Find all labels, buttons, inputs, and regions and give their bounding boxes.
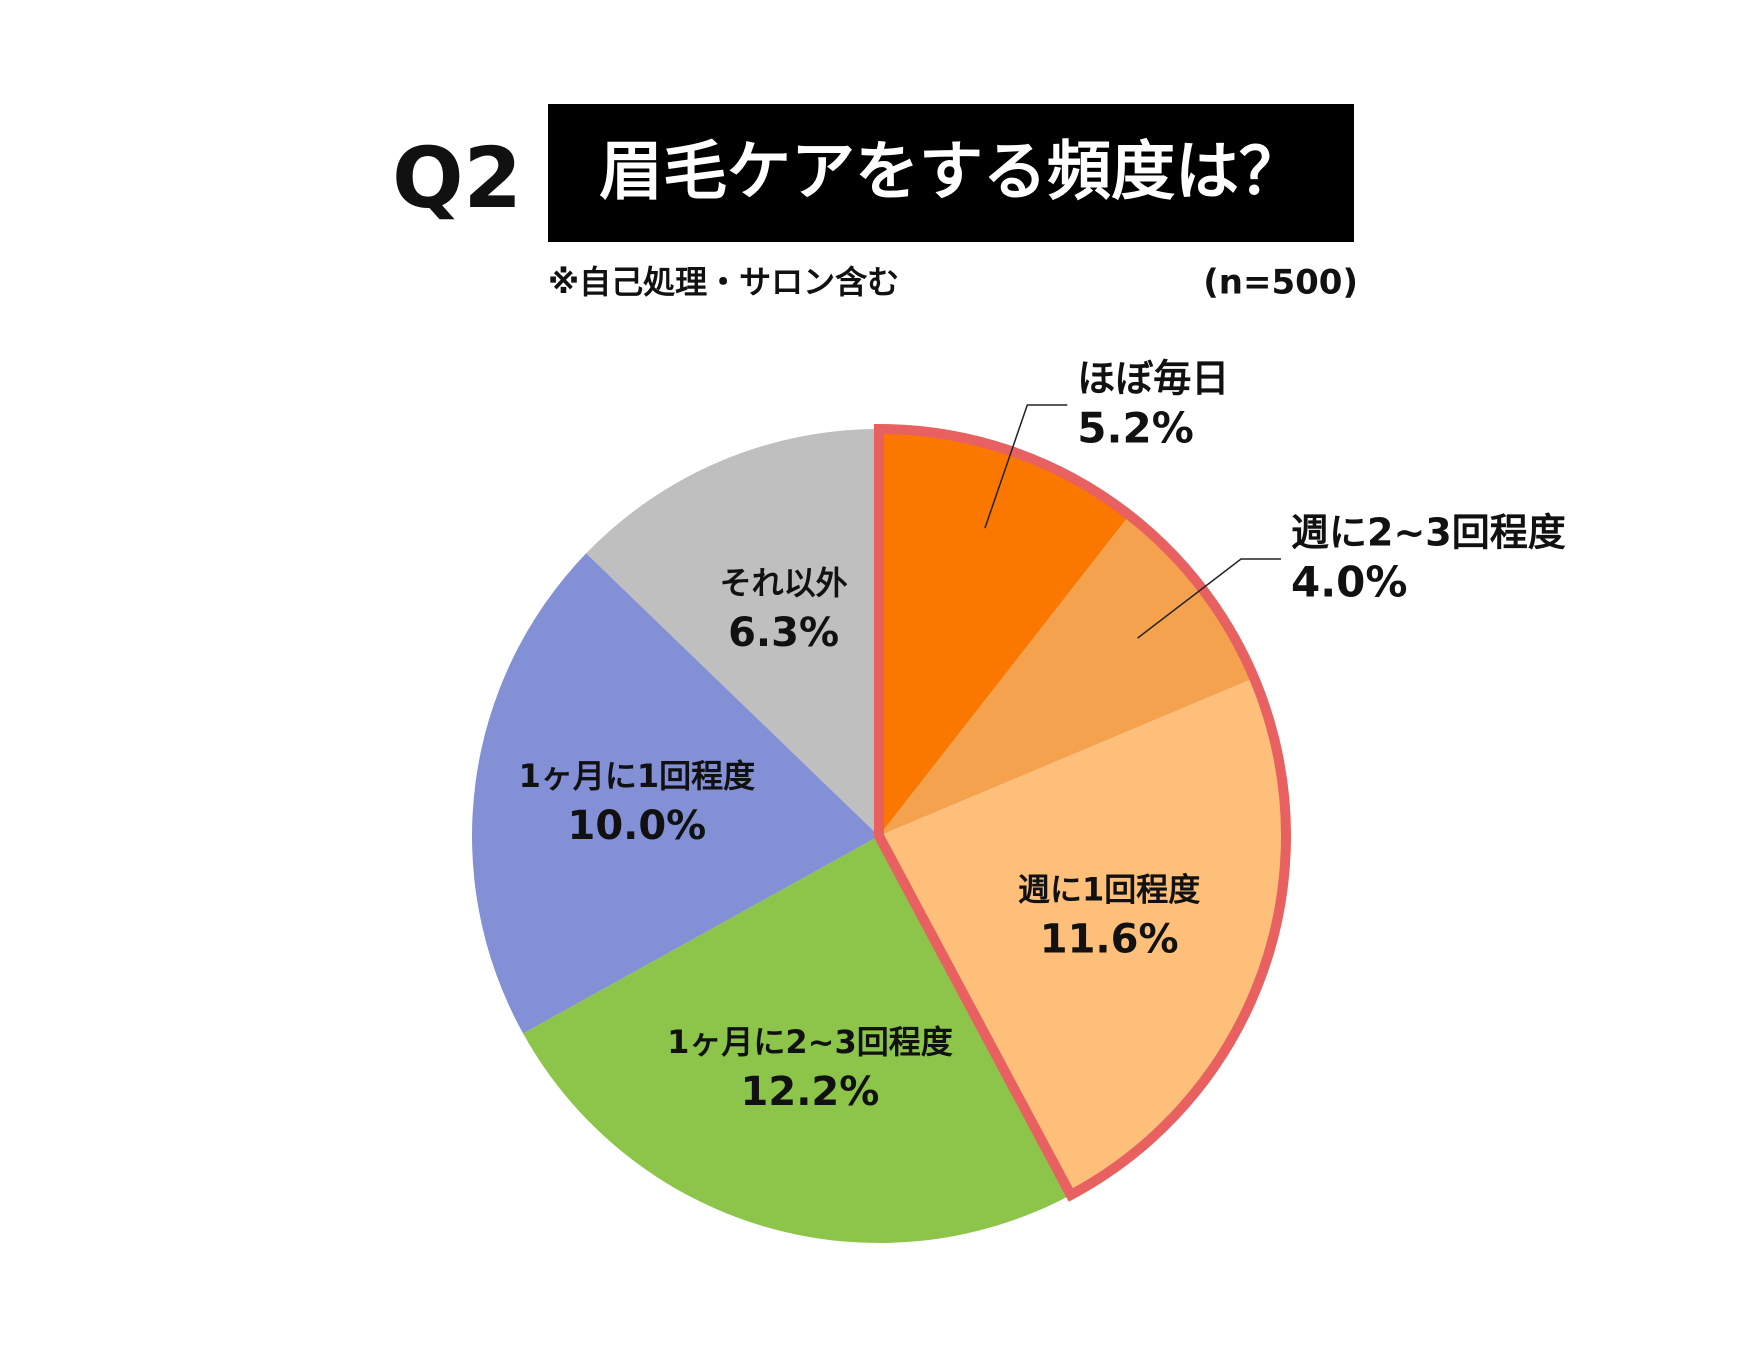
pie-slice <box>586 429 879 836</box>
slice-label: ほぼ毎日 <box>1077 356 1229 400</box>
value-label: 6.3% <box>728 610 839 656</box>
pie-slice <box>471 553 879 1034</box>
slice-label: 1ヶ月に2~3回程度 <box>667 1023 953 1061</box>
pie-slice <box>879 429 1130 836</box>
pie-slice <box>879 678 1286 1195</box>
leader-line <box>1137 558 1282 639</box>
value-label: 11.6% <box>1040 917 1179 963</box>
sample-size: (n=500) <box>1203 263 1358 303</box>
highlight-outline <box>874 423 1291 1202</box>
value-label: 12.2% <box>741 1069 880 1115</box>
pie-slice <box>879 515 1255 836</box>
value-label: 4.0% <box>1291 557 1407 606</box>
slice-label: 週に2~3回程度 <box>1291 510 1566 554</box>
subtitle: ※自己処理・サロン含む <box>548 263 899 301</box>
slice-label: 1ヶ月に1回程度 <box>519 757 756 795</box>
title-box <box>548 104 1354 242</box>
slice-label: それ以外 <box>720 564 848 602</box>
pie-slice <box>523 836 1071 1243</box>
slice-label: 週に1回程度 <box>1018 871 1200 909</box>
chart-title: 眉毛ケアをする頻度は？ <box>599 136 1303 210</box>
leader-line <box>984 404 1068 529</box>
value-label: 10.0% <box>567 803 706 849</box>
question-number: Q2 <box>392 129 522 227</box>
value-label: 5.2% <box>1077 403 1193 452</box>
